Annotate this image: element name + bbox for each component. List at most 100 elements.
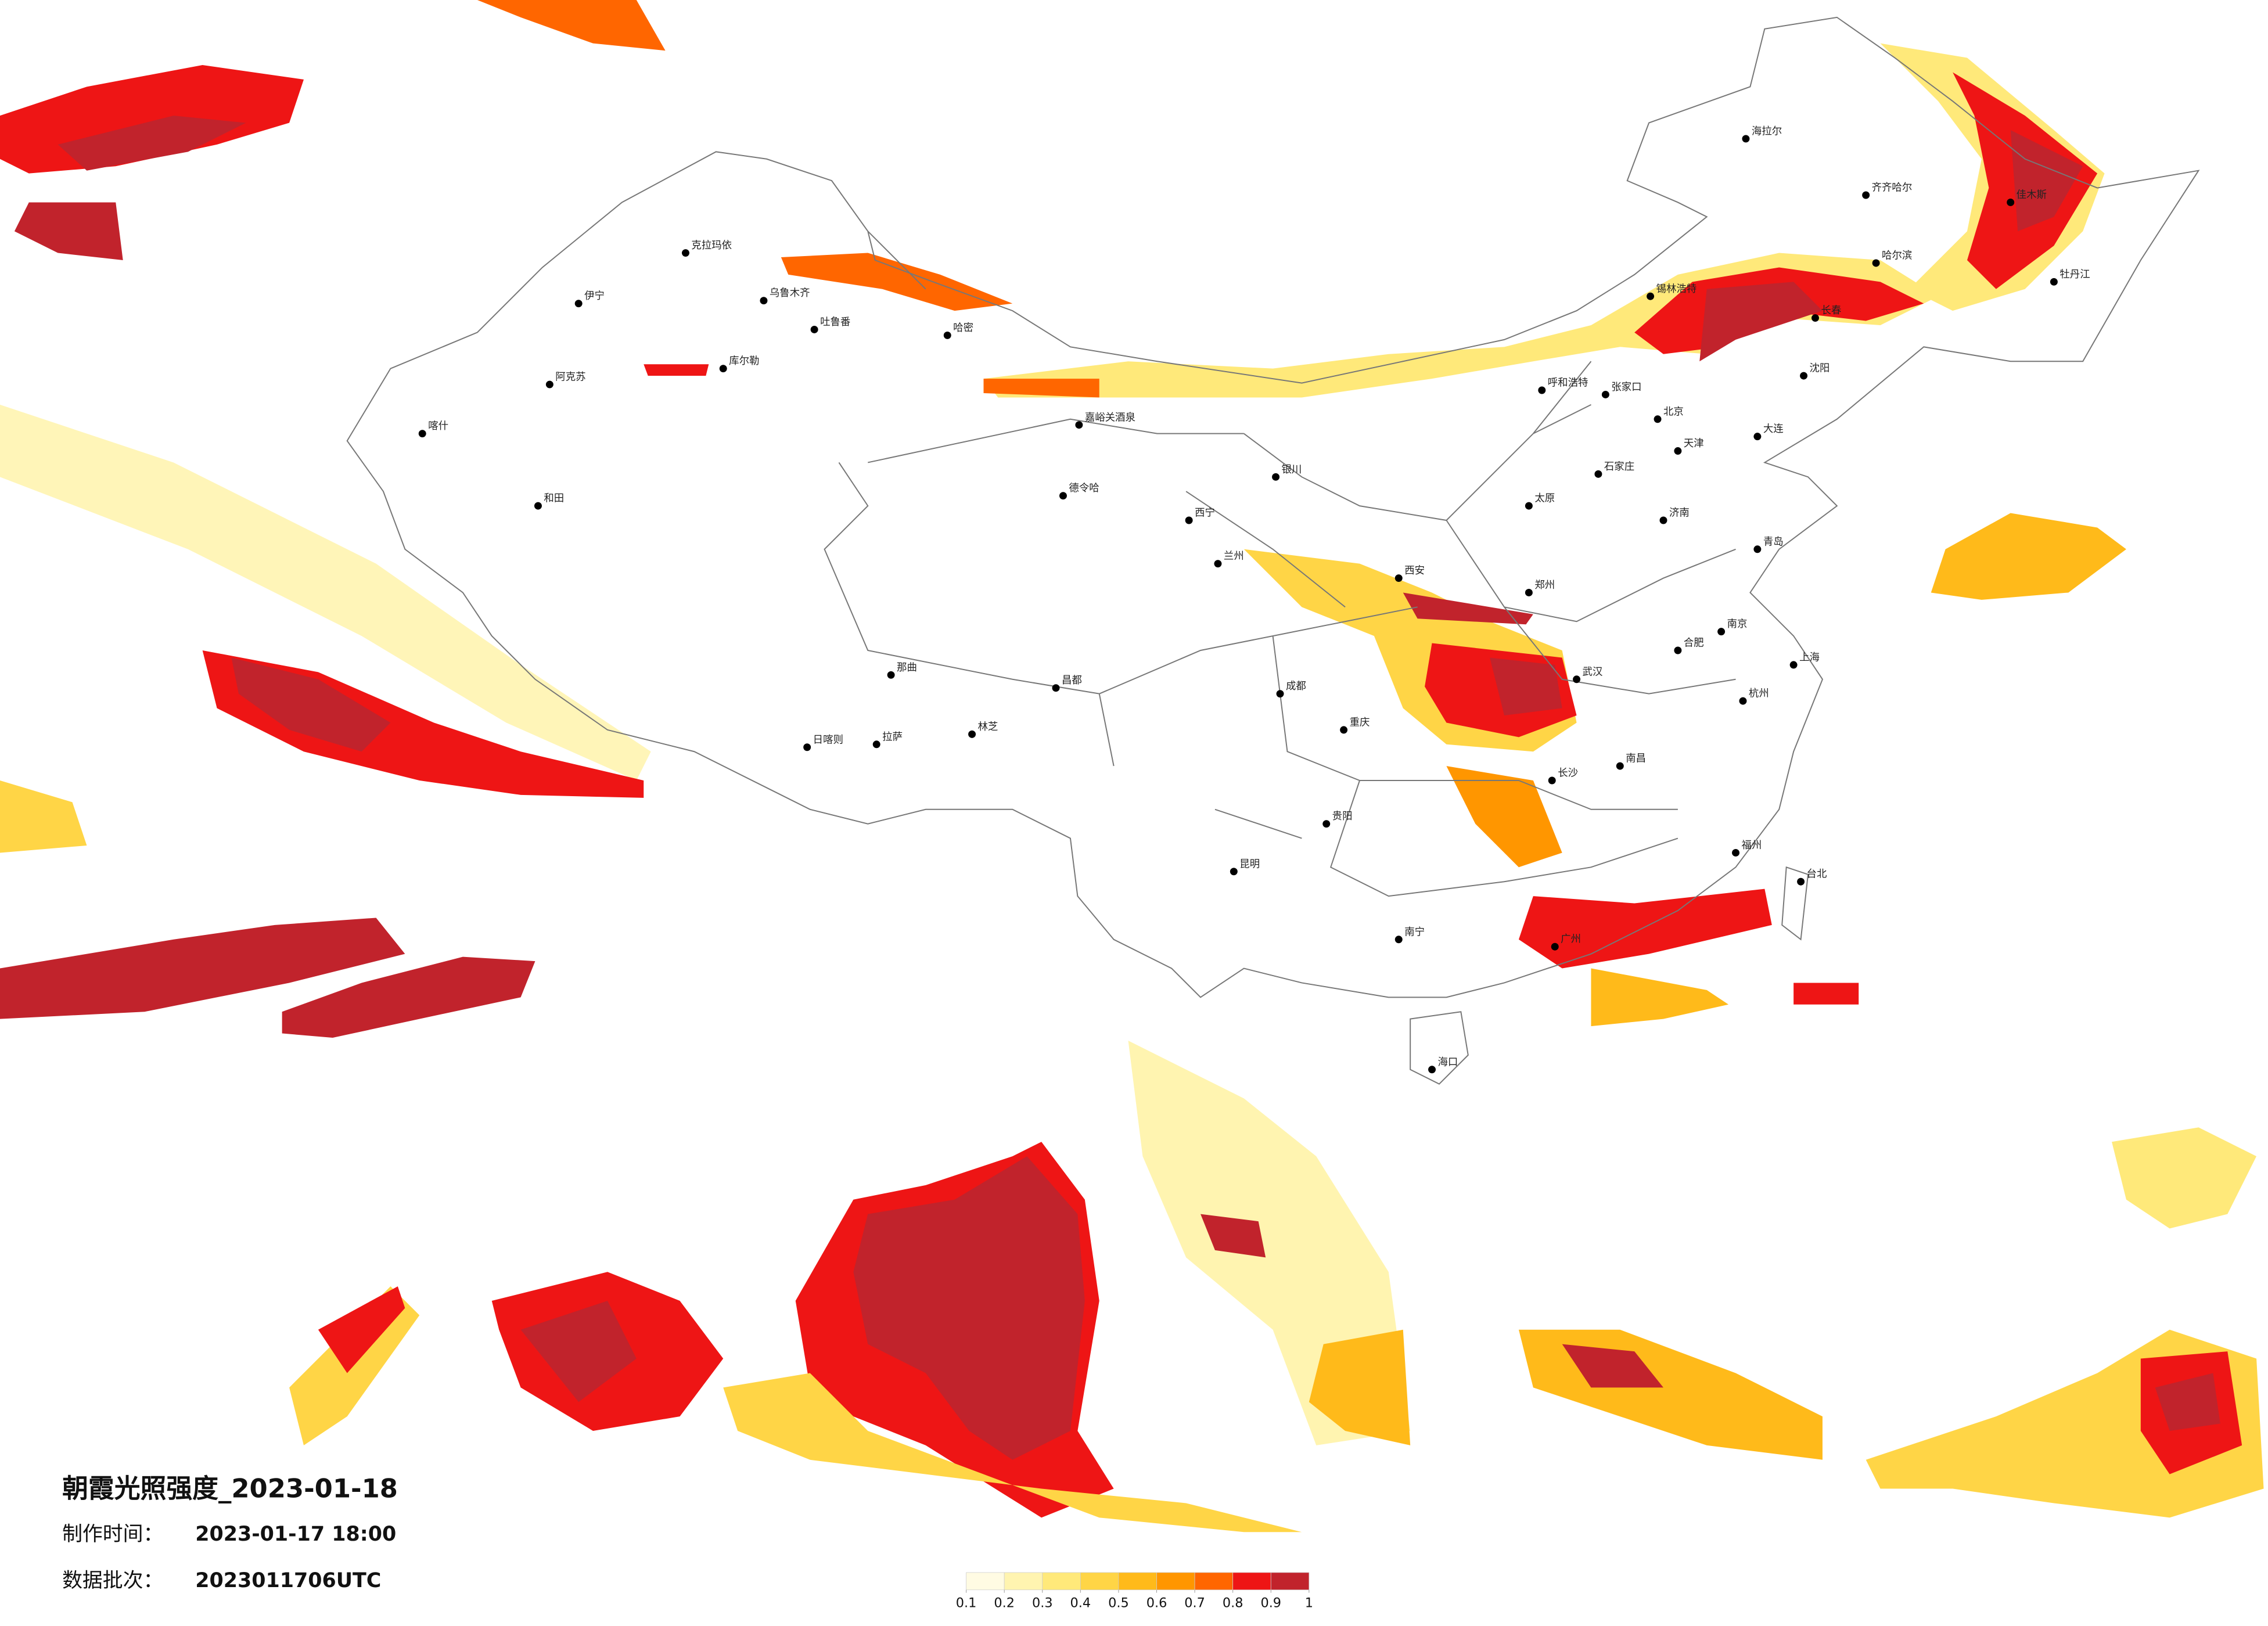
legend-swatch <box>966 1572 1005 1591</box>
blob <box>1699 282 1823 362</box>
city-label: 武汉 <box>1583 666 1603 678</box>
legend-swatch <box>1004 1572 1043 1591</box>
city-dot <box>1052 684 1060 692</box>
city-label: 海口 <box>1437 1056 1458 1068</box>
city-dot <box>1717 628 1726 636</box>
province-borders <box>824 231 1736 897</box>
legend-tick-label: 0.8 <box>1223 1596 1243 1611</box>
city-dot <box>1753 433 1762 441</box>
color-legend: 0.1 0.2 0.3 0.4 0.5 0.6 0.7 0.8 0.9 1 <box>956 1572 1313 1611</box>
city-label: 杭州 <box>1749 688 1769 700</box>
city-label: 沈阳 <box>1810 363 1830 375</box>
city-dot <box>887 671 895 679</box>
city-dot <box>681 249 689 257</box>
legend-tick-label: 0.6 <box>1146 1596 1167 1611</box>
city-dot <box>1573 675 1581 684</box>
blob <box>0 918 405 1019</box>
blob <box>0 780 87 853</box>
city-dot <box>534 502 542 510</box>
legend-swatch <box>1118 1572 1157 1591</box>
city-dot <box>1797 877 1805 886</box>
city-dot <box>1789 661 1798 669</box>
blob <box>282 956 535 1038</box>
island-border <box>1781 866 1809 941</box>
city-label: 牡丹江 <box>2059 269 2090 280</box>
city-dot <box>1862 191 1870 199</box>
city-label: 南宁 <box>1404 926 1425 938</box>
legend-tick-label: 0.4 <box>1070 1596 1091 1611</box>
city-label: 石家庄 <box>1604 461 1634 473</box>
city-dot <box>574 300 583 308</box>
city-dot <box>1394 936 1403 944</box>
city-dot <box>803 743 811 751</box>
city-dot <box>1647 292 1655 300</box>
city-dot <box>1214 560 1222 568</box>
city-dot <box>418 430 426 438</box>
blob <box>723 1373 1302 1533</box>
city-label: 济南 <box>1669 508 1690 519</box>
city-label: 德令哈 <box>1069 483 1099 494</box>
city-label: 嘉峪关酒泉 <box>1085 412 1135 423</box>
blob <box>2010 130 2083 232</box>
city-label: 太原 <box>1534 493 1555 505</box>
blob <box>14 202 123 260</box>
city-label: 广州 <box>1561 934 1581 945</box>
city-label: 哈密 <box>953 322 973 334</box>
city-dot <box>2007 198 2015 206</box>
city-dot <box>1428 1066 1436 1074</box>
city-dot <box>810 325 818 333</box>
legend-swatch <box>1080 1572 1119 1591</box>
city-label: 南京 <box>1727 618 1748 630</box>
city-label: 乌鲁木齐 <box>770 287 810 299</box>
city-label: 日喀则 <box>813 734 843 746</box>
city-label: 呼和浩特 <box>1548 377 1588 389</box>
city-dot <box>1594 470 1602 478</box>
city-label: 库尔勒 <box>729 355 759 367</box>
city-dot <box>1551 942 1559 951</box>
city-label: 拉萨 <box>882 731 903 743</box>
blob <box>1403 592 1533 625</box>
blob <box>644 364 709 376</box>
city-dot <box>1185 516 1193 524</box>
city-label: 北京 <box>1663 406 1684 418</box>
city-dot <box>1674 447 1682 455</box>
blob <box>1518 888 1772 969</box>
city-dot <box>1601 390 1609 398</box>
borders <box>346 16 2200 1085</box>
blob <box>520 1301 637 1402</box>
legend-tick-label: 0.2 <box>994 1596 1015 1611</box>
city-label: 青岛 <box>1763 536 1784 548</box>
city-dot <box>1742 135 1750 143</box>
city-dot <box>1732 848 1739 857</box>
legend-tick-label: 0.7 <box>1184 1596 1205 1611</box>
city-dot <box>2050 278 2058 286</box>
blob <box>1931 513 2126 600</box>
city-dot <box>943 331 951 339</box>
city-label: 郑州 <box>1534 580 1555 591</box>
blob <box>1309 1329 1411 1445</box>
city-dot <box>1059 492 1067 500</box>
city-dot <box>760 297 768 305</box>
city-dot <box>719 365 727 373</box>
legend-tick-label: 1 <box>1305 1596 1313 1611</box>
blob <box>1793 983 1859 1005</box>
city-dot <box>1872 259 1880 267</box>
blob <box>853 1156 1085 1460</box>
city-label: 林芝 <box>978 721 998 733</box>
blob <box>1490 657 1562 715</box>
city-dot <box>1548 776 1556 785</box>
city-dot <box>1075 421 1083 429</box>
city-label: 锡林浩特 <box>1656 283 1697 295</box>
city-dot <box>1525 502 1533 510</box>
made-value: 2023-01-17 18:00 <box>195 1523 396 1546</box>
city-label: 南昌 <box>1626 753 1646 765</box>
city-label: 长沙 <box>1558 768 1578 779</box>
blob <box>231 657 391 752</box>
blob <box>1591 968 1729 1027</box>
city-dot <box>1674 646 1682 654</box>
city-label: 佳木斯 <box>2017 189 2047 201</box>
city-dot <box>1322 820 1331 828</box>
city-label: 克拉玛依 <box>691 240 732 251</box>
